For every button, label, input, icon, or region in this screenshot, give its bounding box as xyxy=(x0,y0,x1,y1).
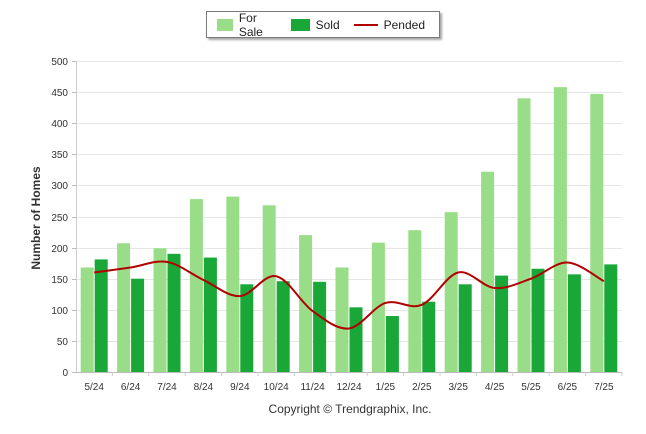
bar-for-sale-5-25 xyxy=(517,98,531,372)
y-tick-label-0: 0 xyxy=(62,368,68,379)
legend-swatch-sold xyxy=(290,18,310,31)
x-tick-label-6-24: 6/24 xyxy=(121,382,141,393)
y-tick-label-200: 200 xyxy=(51,244,68,255)
y-tick-label-500: 500 xyxy=(51,57,68,68)
x-tick-label-10-24: 10/24 xyxy=(264,382,289,393)
bar-sold-5-25 xyxy=(531,268,545,372)
copyright-text: Copyright © Trendgraphix, Inc. xyxy=(268,402,432,416)
x-tick-label-9-24: 9/24 xyxy=(230,382,250,393)
legend-swatch-for-sale xyxy=(217,18,233,31)
bar-for-sale-5-24 xyxy=(80,267,94,372)
legend-swatch-pended xyxy=(353,23,378,26)
chart-legend: For Sale Sold Pended xyxy=(206,11,440,39)
x-tick-label-1-25: 1/25 xyxy=(376,382,396,393)
bar-for-sale-8-24 xyxy=(189,199,203,372)
x-tick-label-3-25: 3/25 xyxy=(448,382,468,393)
y-tick-label-250: 250 xyxy=(51,213,68,224)
bar-sold-12-24 xyxy=(349,307,363,372)
bar-for-sale-6-25 xyxy=(553,87,567,373)
bar-sold-7-24 xyxy=(167,253,181,372)
x-tick-label-4-25: 4/25 xyxy=(485,382,505,393)
bar-sold-8-24 xyxy=(203,257,217,372)
bar-for-sale-6-24 xyxy=(117,243,131,372)
bar-sold-6-25 xyxy=(567,274,581,372)
bar-sold-10-24 xyxy=(276,281,290,372)
bar-for-sale-3-25 xyxy=(444,212,458,372)
x-tick-label-5-25: 5/25 xyxy=(521,382,541,393)
x-tick-label-7-25: 7/25 xyxy=(594,382,614,393)
x-tick-label-2-25: 2/25 xyxy=(412,382,432,393)
y-tick-label-350: 350 xyxy=(51,150,68,161)
bar-for-sale-4-25 xyxy=(481,171,495,372)
y-tick-label-300: 300 xyxy=(51,181,68,192)
bar-for-sale-7-25 xyxy=(590,93,604,372)
y-axis-label: Number of Homes xyxy=(29,166,43,270)
bar-sold-2-25 xyxy=(422,301,436,372)
y-tick-label-450: 450 xyxy=(51,88,68,99)
x-tick-label-8-24: 8/24 xyxy=(194,382,214,393)
series-line-pended xyxy=(94,260,605,330)
legend-label-pended: Pended xyxy=(383,17,425,32)
legend-item-for-sale[interactable]: For Sale xyxy=(217,11,277,39)
y-tick-label-100: 100 xyxy=(51,306,68,317)
legend-label-sold: Sold xyxy=(315,17,340,32)
bar-sold-3-25 xyxy=(458,284,472,372)
bar-sold-9-24 xyxy=(240,284,254,372)
bar-sold-11-24 xyxy=(313,281,327,372)
y-tick-label-150: 150 xyxy=(51,275,68,286)
x-tick-label-12-24: 12/24 xyxy=(336,382,361,393)
bar-for-sale-12-24 xyxy=(335,267,349,372)
bar-for-sale-9-24 xyxy=(226,196,240,372)
y-tick-label-400: 400 xyxy=(51,119,68,130)
bar-sold-4-25 xyxy=(495,275,509,372)
bar-for-sale-7-24 xyxy=(153,248,167,372)
bar-for-sale-2-25 xyxy=(408,230,422,372)
legend-item-sold[interactable]: Sold xyxy=(290,17,340,32)
x-tick-label-11-24: 11/24 xyxy=(300,382,325,393)
bar-sold-7-25 xyxy=(604,264,618,372)
legend-item-pended[interactable]: Pended xyxy=(353,17,425,32)
x-tick-label-7-24: 7/24 xyxy=(157,382,177,393)
bar-sold-1-25 xyxy=(385,316,399,372)
x-tick-label-5-24: 5/24 xyxy=(84,382,104,393)
legend-label-for-sale: For Sale xyxy=(238,10,263,39)
bar-for-sale-10-24 xyxy=(262,205,276,372)
bar-sold-5-24 xyxy=(94,259,108,372)
x-tick-label-6-25: 6/25 xyxy=(558,382,578,393)
bar-sold-6-24 xyxy=(131,278,145,372)
y-tick-label-50: 50 xyxy=(57,337,69,348)
